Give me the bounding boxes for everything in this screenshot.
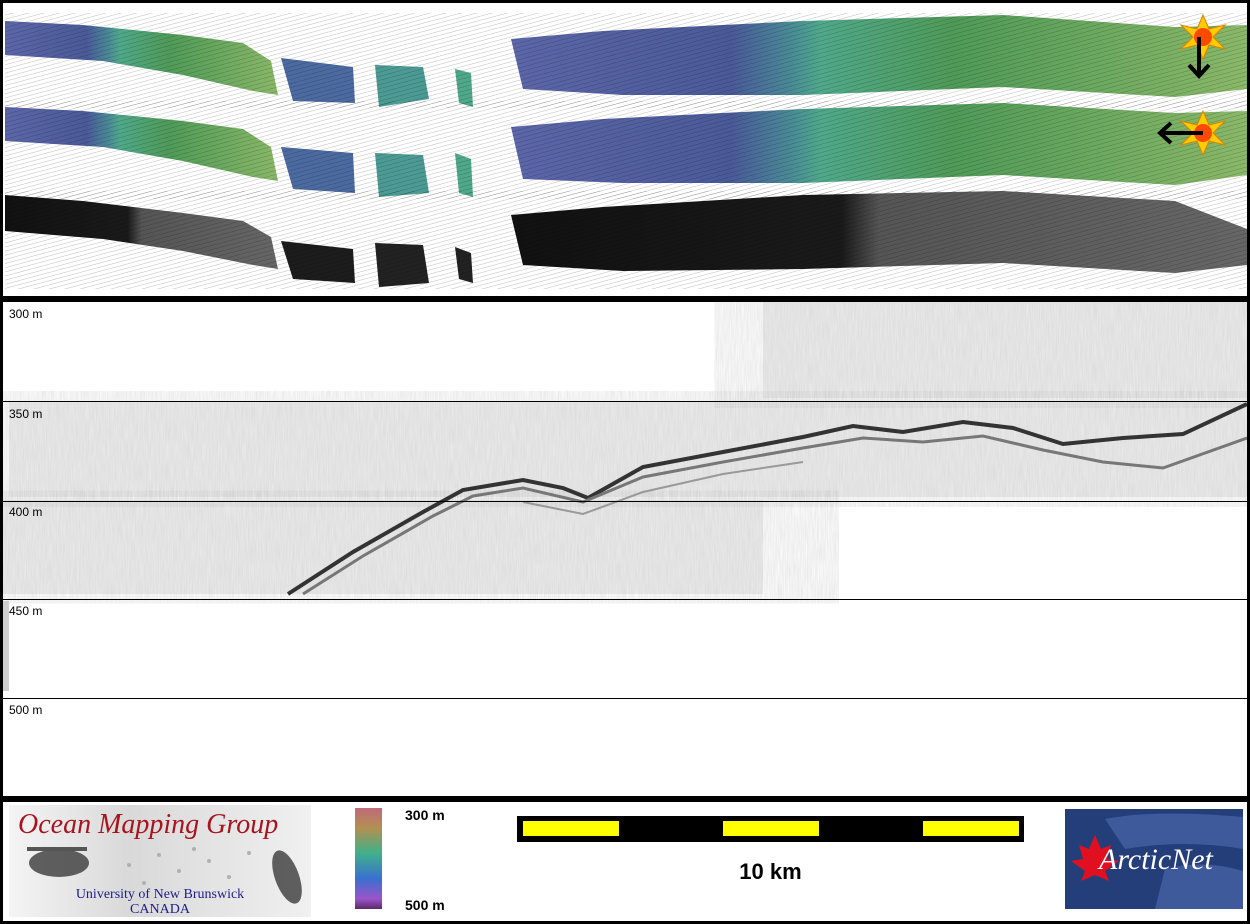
depth-label-500: 500 m	[9, 703, 43, 717]
arrow-down-icon	[1187, 37, 1211, 79]
arrow-left-icon	[1157, 121, 1203, 145]
arcticnet-logo-text: ArcticNet	[1099, 843, 1213, 876]
depth-colorbar	[355, 808, 382, 909]
omg-logo-university: University of New Brunswick	[75, 887, 245, 902]
colorbar-top-label: 300 m	[405, 807, 445, 823]
omg-logo-country: CANADA	[130, 902, 190, 917]
profile-image	[3, 302, 1247, 691]
depth-label-300: 300 m	[9, 307, 43, 321]
omg-logo-graphic	[27, 847, 302, 904]
omg-logo-title: Ocean Mapping Group	[18, 809, 279, 840]
scale-segment	[923, 821, 1019, 836]
arcticnet-logo-graphic	[1071, 813, 1243, 909]
depth-row-500: 500 m	[3, 698, 1247, 796]
subbottom-profile-panel: 300 m 350 m 400 m 450 m 500 m	[3, 302, 1247, 796]
arcticnet-logo: ArcticNet	[1065, 809, 1243, 909]
depth-row-400: 400 m	[3, 500, 1247, 600]
depth-row-350: 350 m	[3, 401, 1247, 502]
backscatter-row	[5, 191, 1247, 289]
depth-label-400: 400 m	[9, 505, 43, 519]
bathymetry-row-top	[5, 13, 1247, 108]
depth-row-300: 300 m	[3, 302, 1247, 402]
scale-segment	[723, 821, 819, 836]
swath-mosaic-panel	[3, 3, 1247, 296]
scale-bar-label: 10 km	[739, 859, 802, 884]
bathymetry-row-middle	[5, 101, 1247, 199]
ocean-mapping-group-logo: Ocean Mapping Group University of New Br…	[9, 805, 311, 917]
depth-row-450: 450 m	[3, 599, 1247, 699]
scale-bar	[517, 816, 1024, 842]
depth-label-350: 350 m	[9, 407, 43, 421]
legend-footer: Ocean Mapping Group University of New Br…	[3, 802, 1247, 921]
swath-mosaic	[5, 13, 1247, 289]
colorbar-bottom-label: 500 m	[405, 897, 445, 913]
depth-label-450: 450 m	[9, 604, 43, 618]
scale-segment	[523, 821, 619, 836]
